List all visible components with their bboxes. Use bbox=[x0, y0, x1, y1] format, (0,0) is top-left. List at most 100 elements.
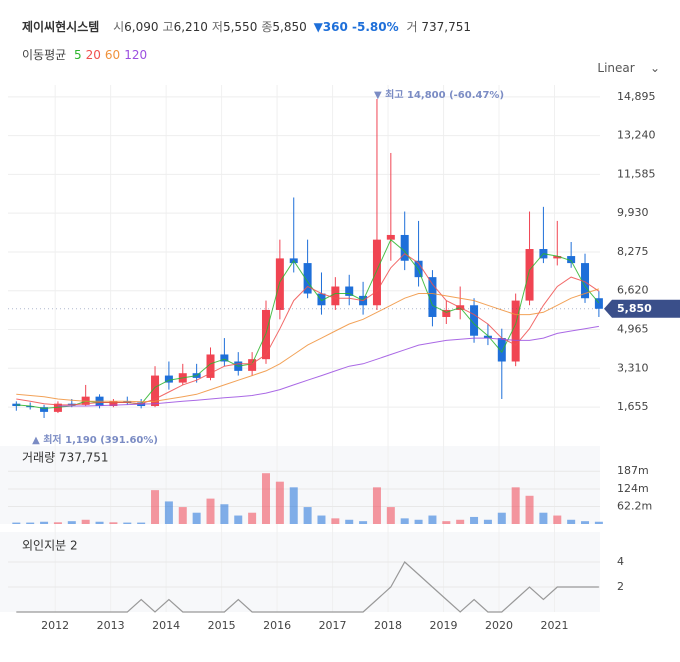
volume-bar bbox=[553, 515, 562, 524]
ma-line bbox=[57, 325, 599, 407]
candle-body bbox=[275, 258, 284, 310]
volume-bar bbox=[372, 487, 381, 524]
candle-body bbox=[594, 298, 603, 309]
y-tick-label: 6,620 bbox=[617, 284, 649, 297]
volume-bar bbox=[386, 507, 395, 524]
volume-title: 거래량 737,751 bbox=[22, 451, 109, 465]
ma-name: 20 bbox=[85, 48, 101, 62]
stock-name: 제이씨현시스템 bbox=[22, 20, 100, 34]
volume-bar bbox=[511, 487, 520, 524]
x-tick-label: 2021 bbox=[541, 619, 569, 632]
x-tick-label: 2020 bbox=[485, 619, 513, 632]
ma-name: 5 bbox=[74, 48, 82, 62]
y-tick-label: 1,655 bbox=[617, 400, 649, 413]
quote-value: 6,090 bbox=[124, 20, 159, 34]
candle-body bbox=[581, 263, 590, 299]
volume-bar bbox=[470, 516, 479, 524]
ma-name: 60 bbox=[104, 48, 121, 62]
volume-bar bbox=[95, 521, 104, 524]
y-tick-label: 3,310 bbox=[617, 361, 649, 374]
volume-bar bbox=[151, 490, 160, 524]
candle-body bbox=[567, 256, 576, 264]
volume-bar bbox=[220, 504, 229, 524]
volume-bar bbox=[345, 519, 354, 524]
candle-body bbox=[123, 401, 132, 403]
x-tick-label: 2016 bbox=[263, 619, 291, 632]
volume-bar bbox=[234, 515, 243, 524]
volume-bar bbox=[289, 487, 298, 524]
volume-key: 거 bbox=[406, 20, 418, 34]
candle-body bbox=[553, 256, 562, 259]
foreign-title: 외인지분 2 bbox=[22, 539, 78, 553]
candle-body bbox=[151, 375, 160, 407]
candle-body bbox=[511, 300, 520, 362]
candle-body bbox=[248, 359, 257, 371]
x-tick-label: 2017 bbox=[319, 619, 347, 632]
candle-body bbox=[81, 396, 90, 405]
candle-body bbox=[26, 406, 35, 408]
x-tick-label: 2012 bbox=[41, 619, 69, 632]
volume-bar bbox=[400, 518, 409, 524]
ma-title: 이동평균 bbox=[22, 48, 67, 62]
high-annotation: ▼ 최고 14,800 (-60.47%) bbox=[374, 88, 504, 101]
foreign-pane bbox=[0, 532, 600, 612]
candle-body bbox=[40, 407, 49, 412]
scale-label[interactable]: Linear bbox=[597, 61, 635, 75]
price-tag-bg bbox=[604, 299, 680, 318]
x-tick-label: 2015 bbox=[208, 619, 236, 632]
volume-bar bbox=[261, 473, 270, 524]
candle-body bbox=[220, 354, 229, 362]
price-tag: 5,850 bbox=[617, 302, 652, 315]
candle-body bbox=[442, 309, 451, 317]
y-tick-label: 13,240 bbox=[617, 129, 656, 142]
volume-bar bbox=[275, 481, 284, 524]
volume-bar bbox=[331, 518, 340, 524]
quote-key: 저 bbox=[211, 20, 223, 34]
change: ▼360 -5.80% bbox=[313, 20, 399, 34]
candle-body bbox=[386, 234, 395, 240]
quote-key: 시 bbox=[113, 20, 125, 34]
volume-tick-label: 62.2m bbox=[617, 499, 652, 512]
y-tick-label: 9,930 bbox=[617, 206, 649, 219]
x-tick-label: 2018 bbox=[374, 619, 402, 632]
candle-body bbox=[483, 335, 492, 339]
volume-bar bbox=[137, 522, 146, 524]
candle-body bbox=[345, 286, 354, 296]
candle-body bbox=[109, 401, 118, 407]
volume-bar bbox=[248, 512, 257, 524]
volume-bar bbox=[539, 512, 548, 524]
volume-bar bbox=[497, 512, 506, 524]
volume-bar bbox=[303, 507, 312, 524]
candle-body bbox=[67, 403, 76, 405]
volume-bar bbox=[581, 521, 590, 524]
foreign-line bbox=[16, 561, 599, 613]
volume-bar bbox=[40, 521, 49, 524]
volume-bar bbox=[12, 522, 21, 524]
scale-toggle[interactable]: Linear ⌄ bbox=[597, 61, 660, 75]
candle-body bbox=[525, 249, 534, 301]
candle-body bbox=[53, 403, 62, 412]
quote-value: 5,550 bbox=[222, 20, 258, 34]
candle-body bbox=[303, 263, 312, 294]
volume-bar bbox=[123, 522, 132, 524]
ma-items: 5 20 60 120 bbox=[74, 48, 151, 62]
volume-bar bbox=[81, 519, 90, 524]
volume-bar bbox=[594, 521, 603, 524]
x-tick-label: 2013 bbox=[97, 619, 125, 632]
candle-body bbox=[497, 338, 506, 362]
volume-pane bbox=[0, 446, 600, 524]
foreign-tick-label: 4 bbox=[617, 555, 624, 568]
volume-bar bbox=[442, 521, 451, 524]
quote-value: 5,850 bbox=[272, 20, 307, 34]
volume-bar bbox=[192, 512, 201, 524]
quote-key: 고 bbox=[162, 20, 174, 34]
volume-tick-label: 187m bbox=[617, 464, 649, 477]
volume-bar bbox=[525, 495, 534, 524]
volume-bar bbox=[317, 515, 326, 524]
y-tick-label: 14,895 bbox=[617, 90, 656, 103]
volume-bar bbox=[67, 521, 76, 524]
volume-bar bbox=[109, 522, 118, 524]
x-tick-label: 2014 bbox=[152, 619, 180, 632]
